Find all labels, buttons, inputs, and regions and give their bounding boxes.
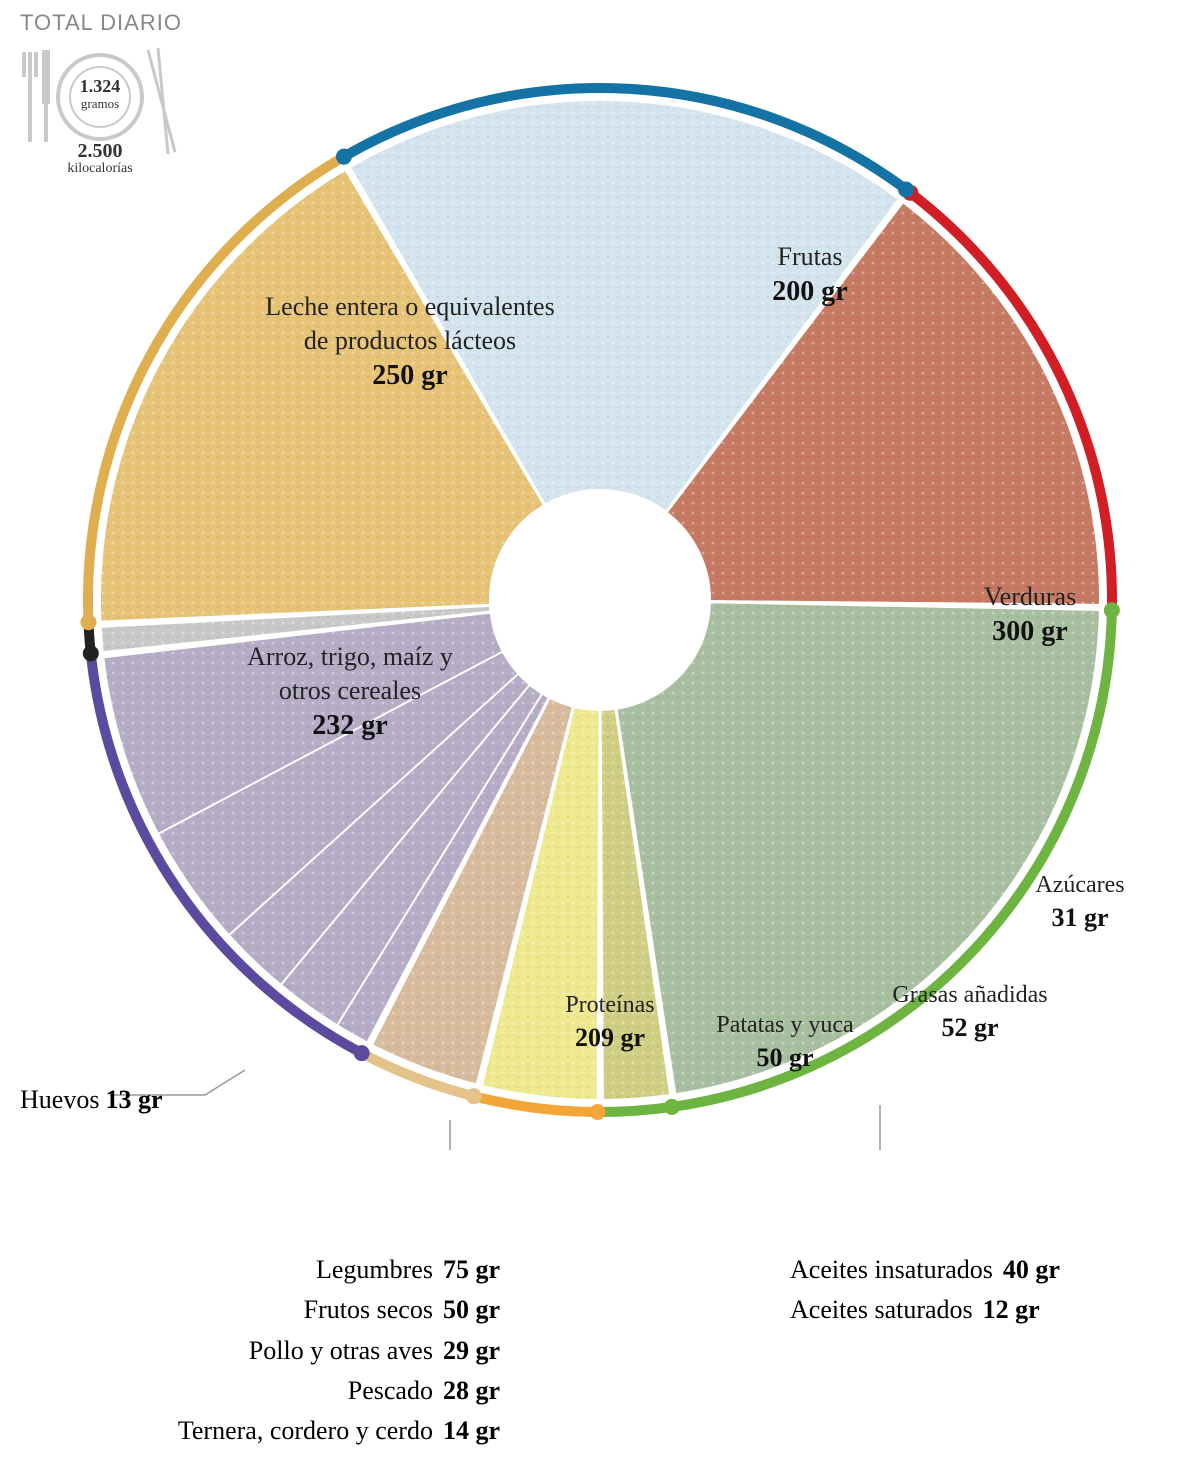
callout-row: Ternera, cordero y cerdo14 gr: [20, 1411, 500, 1451]
huevos-value: 13 gr: [105, 1085, 162, 1114]
pie-chart: Frutas200 grVerduras300 grAzúcares31 grG…: [50, 50, 1150, 1150]
callout-fats: Aceites insaturados40 gr Aceites saturad…: [790, 1250, 1190, 1331]
header-title: TOTAL DIARIO: [20, 10, 182, 36]
huevos-label: Huevos: [20, 1085, 99, 1114]
callout-row: Aceites saturados12 gr: [790, 1290, 1190, 1330]
callout-row: Frutos secos50 gr: [20, 1290, 500, 1330]
callout-row: Pescado28 gr: [20, 1371, 500, 1411]
callout-proteins: Legumbres75 gr Frutos secos50 gr Pollo y…: [20, 1250, 500, 1451]
slice-verduras: [617, 602, 1100, 1094]
callout-row: Aceites insaturados40 gr: [790, 1250, 1190, 1290]
callout-huevos: Huevos13 gr: [20, 1085, 162, 1115]
callout-row: Legumbres75 gr: [20, 1250, 500, 1290]
callout-row: Pollo y otras aves29 gr: [20, 1331, 500, 1371]
